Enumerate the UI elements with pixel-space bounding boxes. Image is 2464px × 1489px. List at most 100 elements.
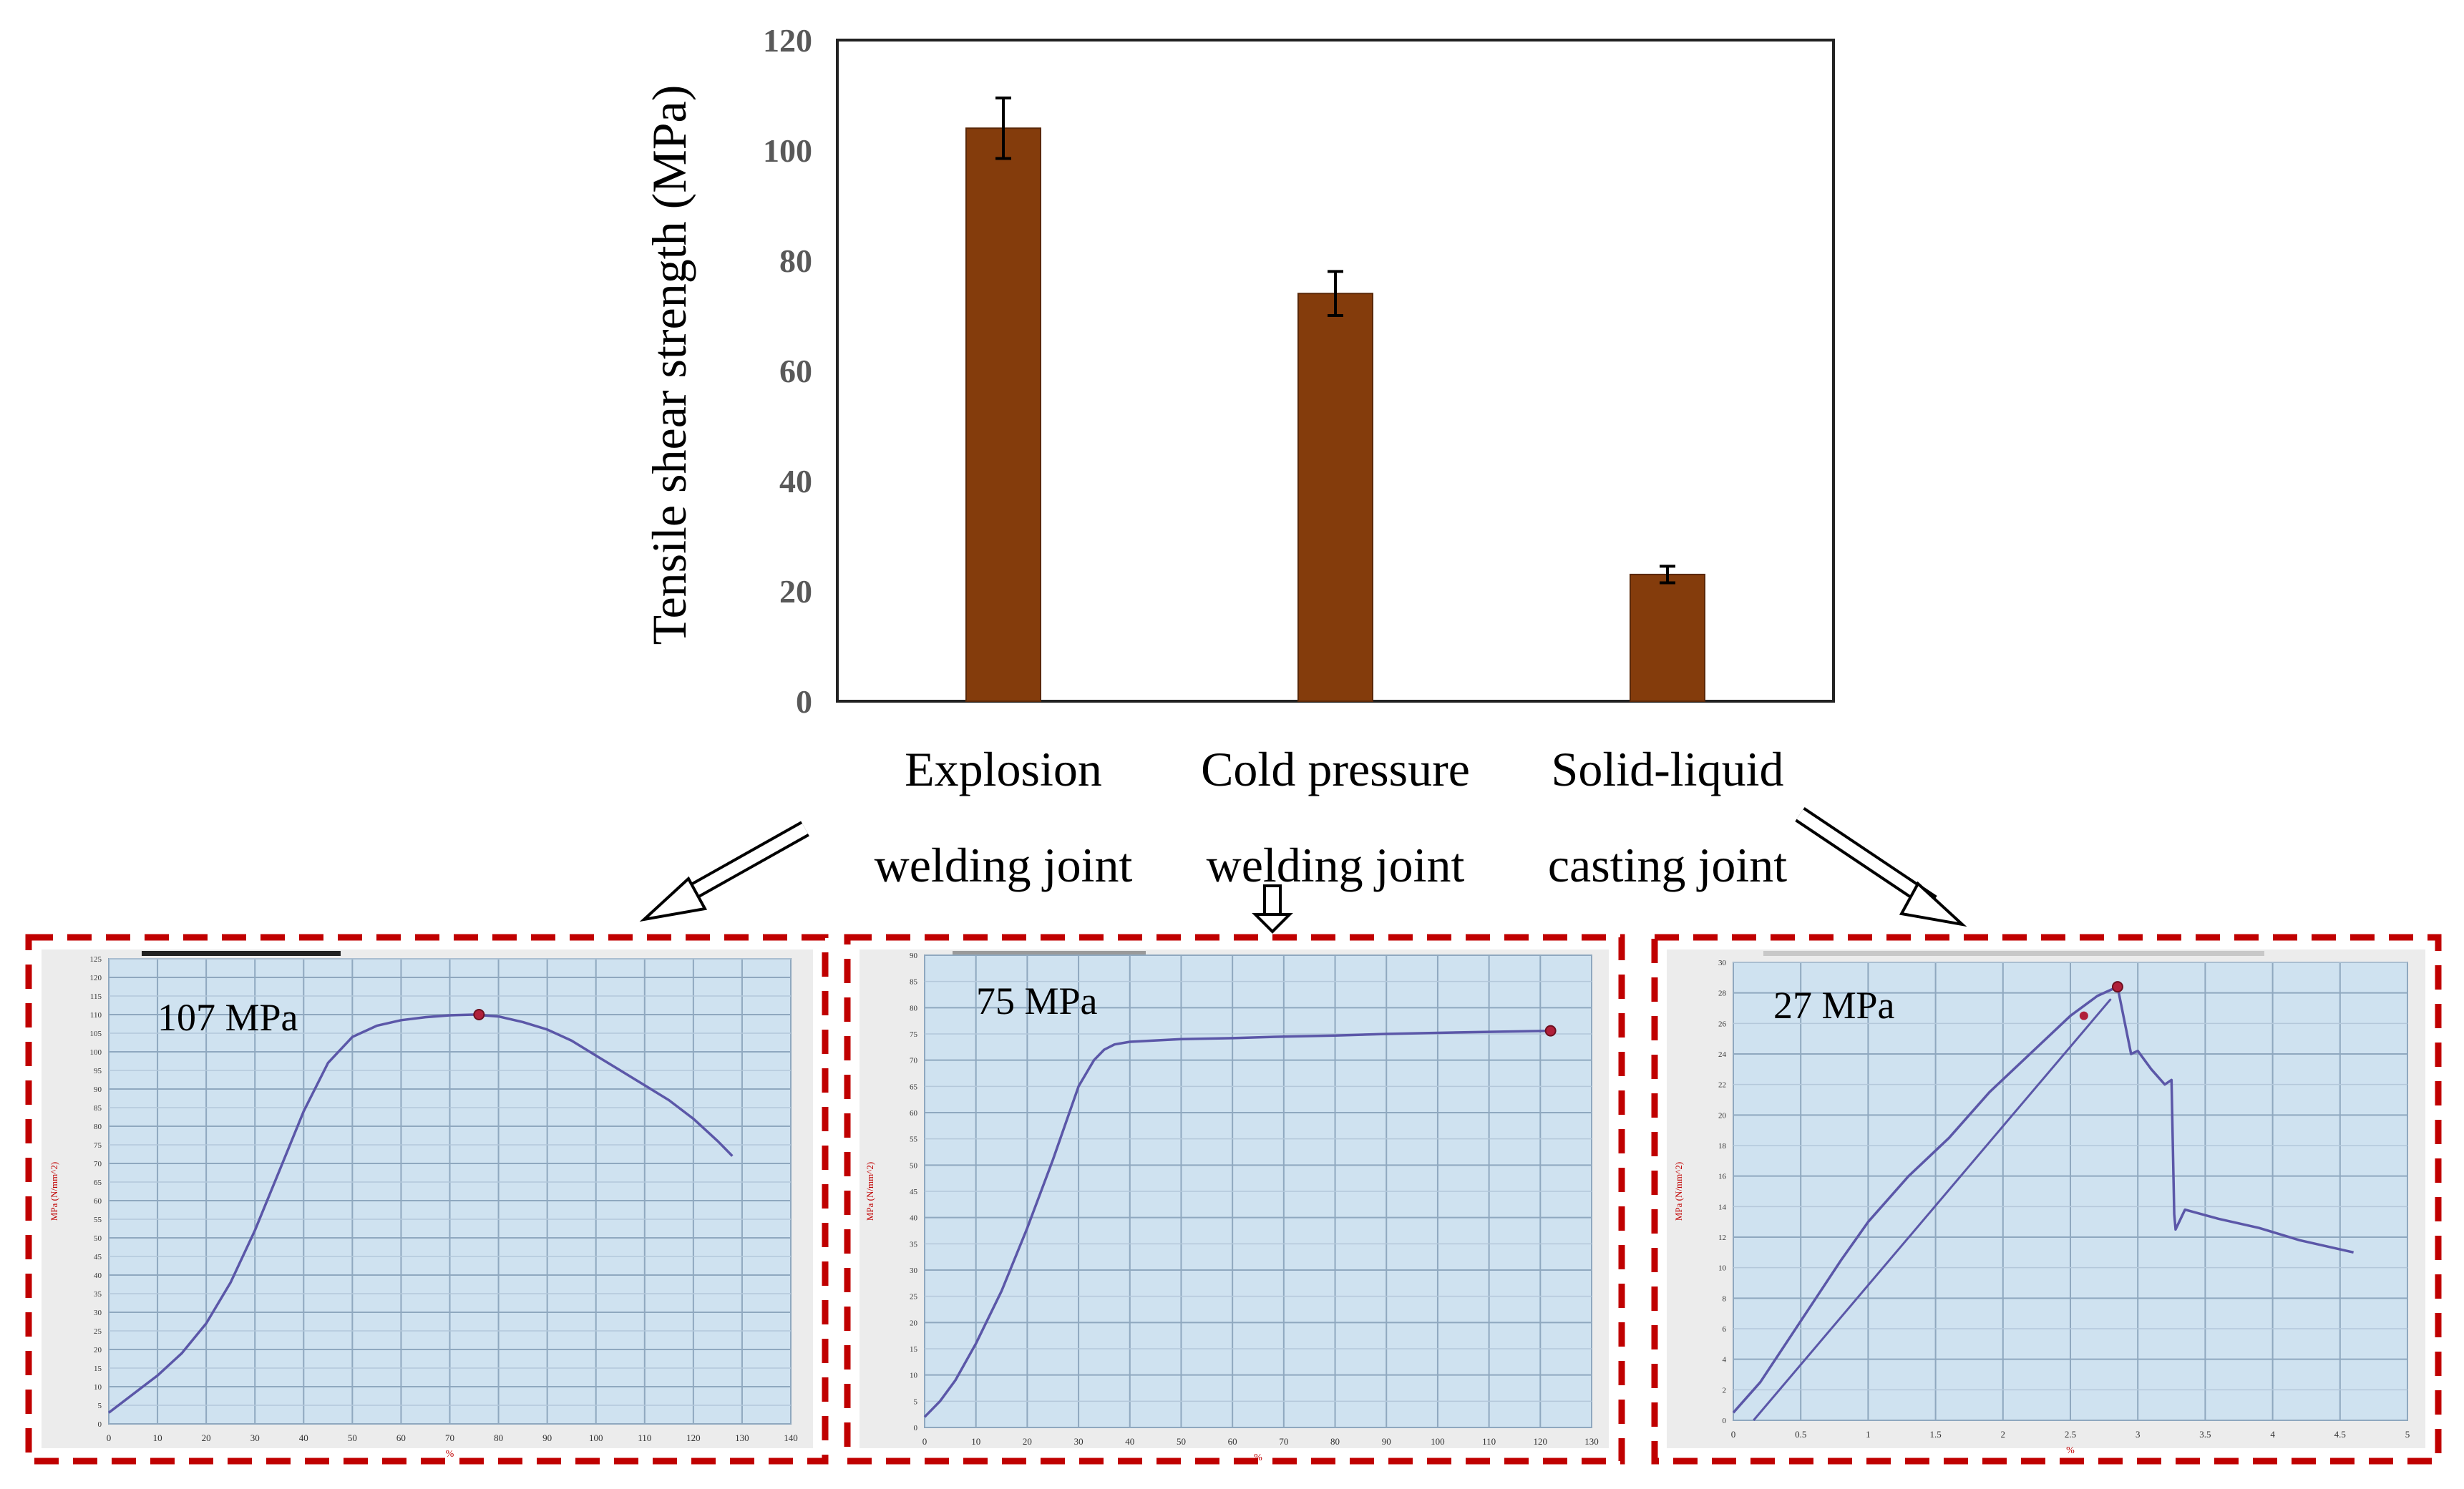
y-tick-label: 10: [1718, 1264, 1727, 1273]
x-tick-label: 50: [1177, 1436, 1186, 1447]
x-tick-label: 120: [1534, 1436, 1548, 1447]
arrow-right-icon: [1795, 807, 1967, 927]
x-tick-label: 90: [542, 1432, 552, 1443]
y-tick-label: 10: [94, 1383, 102, 1392]
y-tick-label: 120: [763, 22, 812, 59]
y-tick-label: 22: [1718, 1081, 1726, 1090]
y-axis-label: MPa (N/mm^2): [1673, 1162, 1684, 1221]
peak-marker: [473, 1009, 485, 1020]
y-tick-label: 26: [1718, 1020, 1727, 1028]
y-tick-label: 0: [914, 1424, 918, 1432]
y-tick-label: 100: [763, 132, 812, 169]
x-tick-label: 30: [250, 1432, 260, 1443]
x-tick-label: 0.5: [1795, 1429, 1806, 1440]
y-tick-label: 24: [1718, 1050, 1727, 1059]
y-tick-label: 0: [1723, 1417, 1727, 1425]
category-label-line1: Solid-liquid: [1552, 742, 1784, 796]
arrow-left-icon: [639, 821, 809, 922]
x-tick-label: 50: [348, 1432, 357, 1443]
y-tick-label: 60: [94, 1197, 102, 1206]
bar: [965, 127, 1041, 702]
tick-labels: 0 10 20 30 40 50 60 70 80 90 100 110 120 130 140 0 5 10 15…: [90, 955, 798, 1443]
x-tick-label: 80: [494, 1432, 503, 1443]
x-tick-label: 1.5: [1929, 1429, 1941, 1440]
gridlines: [1733, 962, 2408, 1421]
x-tick-label: 4: [2270, 1429, 2275, 1440]
y-tick-label: 45: [94, 1253, 102, 1261]
x-tick-label: 20: [1023, 1436, 1032, 1447]
y-tick-label: 50: [94, 1234, 102, 1243]
category-label-line2: welding joint: [1207, 838, 1465, 892]
x-tick-label: 0: [107, 1432, 112, 1443]
y-tick-label: 90: [910, 952, 918, 960]
y-tick-label: 25: [910, 1293, 918, 1302]
y-tick-label: 25: [94, 1327, 102, 1336]
x-tick-label: 20: [202, 1432, 211, 1443]
arrow-down-icon: [1252, 884, 1293, 934]
x-tick-label: 10: [153, 1432, 162, 1443]
peak-marker: [1544, 1025, 1557, 1037]
category-label-line2: casting joint: [1548, 838, 1787, 892]
y-tick-label: 80: [94, 1123, 102, 1131]
y-tick-label: 0: [98, 1420, 102, 1429]
category-label-line1: Cold pressure: [1201, 742, 1470, 796]
y-tick-label: 70: [910, 1057, 918, 1065]
panel-cold-pressure-curve: 0 10 20 30 40 50 60 70 80 90 100 110 120 130 0 5 10 15 20 2…: [844, 934, 1625, 1465]
gridlines: [108, 958, 792, 1425]
x-tick-label: 100: [589, 1432, 603, 1443]
x-tick-label: 40: [1125, 1436, 1134, 1447]
panel-casting-curve: 0 0.5 1 1.5 2 2.5 3 3.5 4 4.5 50246810121416182022…: [1651, 934, 2442, 1465]
x-tick-label: 100: [1431, 1436, 1445, 1447]
dashed-frame: [844, 934, 1625, 1465]
x-tick-label: 70: [1279, 1436, 1288, 1447]
y-tick-label: 12: [1718, 1234, 1726, 1242]
x-tick-label: 4.5: [2334, 1429, 2346, 1440]
y-tick-label: 2: [1723, 1386, 1727, 1395]
y-tick-label: 8: [1723, 1294, 1727, 1303]
y-tick-label: 75: [94, 1141, 102, 1150]
x-tick-label: 1: [1866, 1429, 1871, 1440]
y-axis-label: MPa (N/mm^2): [865, 1162, 875, 1221]
x-tick-label: 140: [784, 1432, 798, 1443]
y-tick-label: 65: [910, 1083, 918, 1091]
peak-strength-annotation: 107 MPa: [157, 996, 298, 1039]
y-tick-label: 55: [910, 1136, 918, 1144]
x-tick-label: 110: [1482, 1436, 1496, 1447]
category-labels: Explosion welding joint Cold pressure weldi…: [875, 742, 1788, 892]
window-title-strip: [953, 951, 1146, 956]
y-tick-label: 70: [94, 1160, 102, 1168]
stress-strain-curve: [1732, 985, 2354, 1414]
y-tick-label: 16: [1718, 1173, 1727, 1181]
y-tick-label: 40: [779, 463, 812, 499]
y-tick-label: 15: [910, 1345, 918, 1354]
x-tick-label: 0: [1731, 1429, 1736, 1440]
panel-explosion-curve: 0 10 20 30 40 50 60 70 80 90 100 110 120 130 140 0 5 10 15…: [25, 934, 829, 1465]
peak-strength-annotation: 75 MPa: [976, 980, 1098, 1022]
x-tick-label: 80: [1330, 1436, 1340, 1447]
bar: [1630, 573, 1705, 703]
y-axis-label: MPa (N/mm^2): [49, 1162, 59, 1221]
y-tick-label: 15: [94, 1364, 102, 1373]
y-tick-label: 85: [94, 1104, 102, 1113]
x-axis-label: %: [446, 1449, 454, 1460]
y-tick-label: 105: [90, 1030, 102, 1038]
y-tick-label: 5: [914, 1397, 918, 1406]
error-bars: [995, 96, 1675, 585]
y-tick-label: 4: [1723, 1356, 1727, 1364]
y-tick-label: 0: [796, 683, 812, 720]
x-tick-label: 120: [686, 1432, 701, 1443]
y-tick-label: 50: [910, 1161, 918, 1170]
x-tick-label: 3.5: [2199, 1429, 2211, 1440]
y-tick-label: 40: [94, 1271, 102, 1280]
x-tick-label: 130: [1584, 1436, 1599, 1447]
y-tick-label: 6: [1723, 1325, 1727, 1334]
peak-strength-annotation: 27 MPa: [1773, 984, 1895, 1027]
y-tick-label: 65: [94, 1178, 102, 1187]
y-tick-labels: 0 20 40 60 80 100 120: [763, 22, 812, 720]
y-tick-label: 60: [910, 1109, 918, 1118]
secondary-marker: [2079, 1011, 2088, 1020]
y-tick-label: 20: [1718, 1111, 1727, 1120]
x-axis-label: %: [2066, 1445, 2075, 1456]
y-tick-label: 80: [779, 243, 812, 279]
x-tick-label: 70: [445, 1432, 454, 1443]
